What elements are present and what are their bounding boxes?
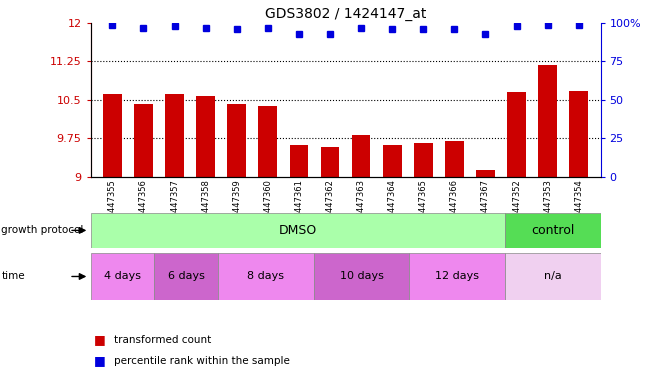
Text: n/a: n/a (544, 271, 562, 281)
Bar (414, 143, 433, 177)
Bar (154, 253, 218, 300)
Bar (409, 253, 505, 300)
Bar (290, 145, 308, 177)
Text: transformed count: transformed count (114, 335, 211, 345)
Bar (103, 94, 121, 177)
Text: percentile rank within the sample: percentile rank within the sample (114, 356, 290, 366)
Bar (165, 94, 184, 177)
Bar (383, 145, 401, 177)
Text: 4 days: 4 days (104, 271, 141, 281)
Bar (505, 213, 601, 248)
Text: DMSO: DMSO (278, 224, 317, 237)
Bar (258, 106, 277, 177)
Text: 8 days: 8 days (248, 271, 285, 281)
Bar (505, 253, 601, 300)
Title: GDS3802 / 1424147_at: GDS3802 / 1424147_at (265, 7, 426, 21)
Bar (313, 253, 409, 300)
Text: ■: ■ (94, 333, 106, 346)
Bar (91, 253, 154, 300)
Bar (134, 104, 153, 177)
Bar (218, 253, 313, 300)
Text: growth protocol: growth protocol (1, 225, 84, 235)
Text: 6 days: 6 days (168, 271, 205, 281)
Bar (227, 104, 246, 177)
Bar (321, 147, 340, 177)
Text: ■: ■ (94, 354, 106, 367)
Text: control: control (531, 224, 574, 237)
Bar (570, 91, 588, 177)
Text: 12 days: 12 days (435, 271, 479, 281)
Text: 10 days: 10 days (340, 271, 383, 281)
Bar (197, 96, 215, 177)
Bar (507, 92, 526, 177)
Text: time: time (1, 271, 25, 281)
Bar (445, 141, 464, 177)
Bar (352, 135, 370, 177)
Bar (538, 65, 557, 177)
Bar (476, 170, 495, 177)
Bar (91, 213, 505, 248)
